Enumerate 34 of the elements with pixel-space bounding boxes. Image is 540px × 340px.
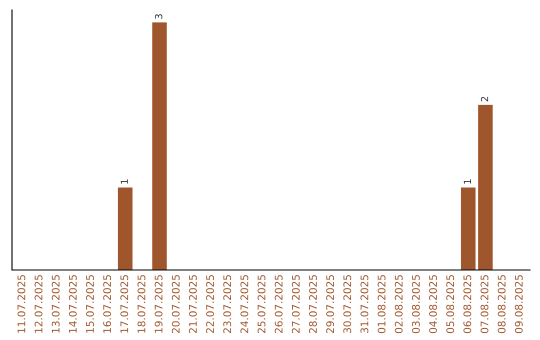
x-tick-label: 09.08.2025 (514, 275, 523, 334)
x-tick-label: 13.07.2025 (52, 275, 60, 333)
x-tick-label: 02.08.2025 (394, 275, 403, 334)
x-tick-label: 23.07.2025 (223, 275, 232, 334)
x-tick-label: 31.07.2025 (360, 275, 368, 334)
x-tick-label: 15.07.2025 (86, 275, 94, 333)
x-tick-label: 18.07.2025 (138, 275, 146, 333)
x-tick-label: 26.07.2025 (274, 275, 283, 334)
x-tick-label: 06.08.2025 (463, 275, 472, 334)
x-tick-label: 19.07.2025 (154, 275, 163, 333)
x-tick-label: 29.07.2025 (326, 275, 334, 334)
data-label: 1 (120, 179, 128, 184)
x-tick-label: 21.07.2025 (188, 275, 197, 334)
x-tick-label: 17.07.2025 (120, 275, 128, 333)
x-tick-label: 01.08.2025 (378, 275, 386, 334)
x-tick-label: 20.07.2025 (172, 275, 180, 334)
x-tick-label: 24.07.2025 (240, 275, 248, 334)
x-tick-label: 28.07.2025 (309, 275, 317, 334)
x-tick-label: 07.08.2025 (480, 275, 488, 334)
x-tick-label: 22.07.2025 (206, 275, 214, 334)
x-tick-label: 05.08.2025 (446, 275, 454, 334)
data-label: 3 (154, 14, 162, 19)
x-tick-label: 11.07.2025 (17, 275, 26, 333)
x-tick-label: 04.08.2025 (429, 275, 437, 334)
x-tick-label: 16.07.2025 (103, 275, 112, 333)
x-tick-label: 30.07.2025 (343, 275, 352, 334)
x-tick-label: 03.08.2025 (412, 275, 420, 334)
data-label: 1 (464, 179, 471, 184)
x-tick-label: 25.07.2025 (258, 275, 266, 334)
data-label: 2 (480, 96, 488, 102)
x-tick-label: 08.08.2025 (498, 275, 506, 334)
x-tick-label: 12.07.2025 (34, 275, 42, 333)
x-tick-label: 14.07.2025 (68, 275, 77, 333)
x-tick-label: 27.07.2025 (292, 275, 300, 334)
